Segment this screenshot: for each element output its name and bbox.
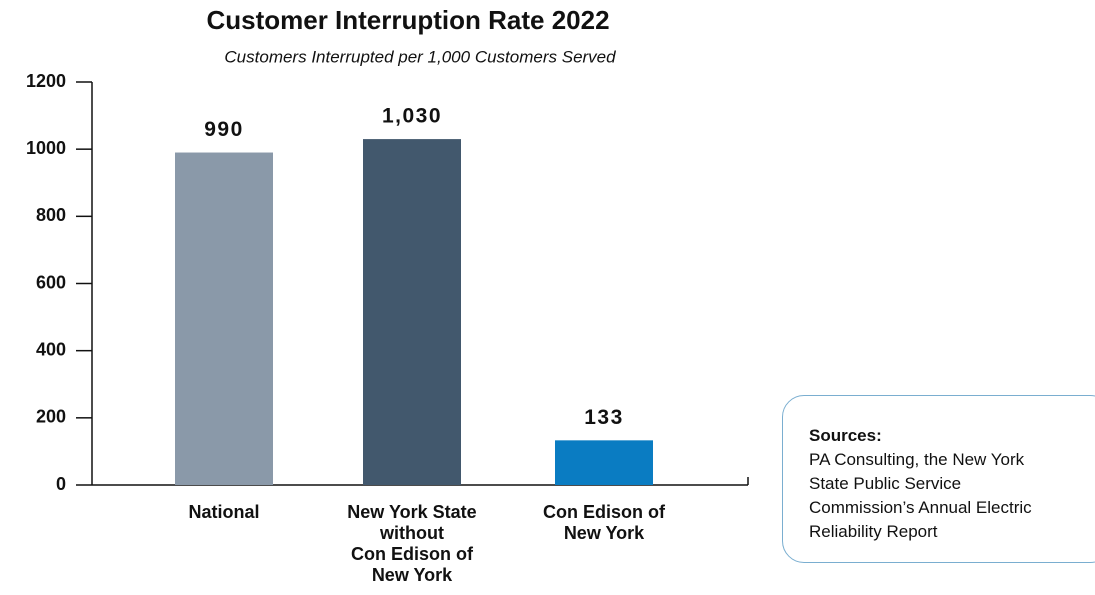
sources-text: PA Consulting, the New York State Public…: [809, 450, 1032, 541]
value-label: 1,030: [382, 105, 442, 128]
chart-title: Customer Interruption Rate 2022: [206, 5, 609, 35]
chart-subtitle: Customers Interrupted per 1,000 Customer…: [224, 47, 616, 66]
bar: [363, 139, 461, 485]
y-tick-label: 600: [36, 272, 66, 292]
x-tick-label: National: [188, 502, 260, 522]
sources-box: Sources: PA Consulting, the New York Sta…: [782, 395, 1095, 563]
x-tick-label: New York State without Con Edison of New…: [347, 502, 477, 585]
x-tick-label: Con Edison of New York: [543, 502, 665, 543]
bar: [555, 440, 653, 485]
y-tick-label: 1000: [26, 138, 66, 158]
value-label: 133: [584, 406, 624, 429]
value-label: 990: [204, 118, 244, 141]
y-tick-label: 0: [56, 474, 66, 494]
y-tick-label: 1200: [26, 71, 66, 91]
bar: [175, 152, 273, 485]
y-tick-label: 800: [36, 205, 66, 225]
y-tick-label: 200: [36, 407, 66, 427]
sources-heading: Sources:: [809, 426, 882, 445]
y-tick-label: 400: [36, 339, 66, 359]
